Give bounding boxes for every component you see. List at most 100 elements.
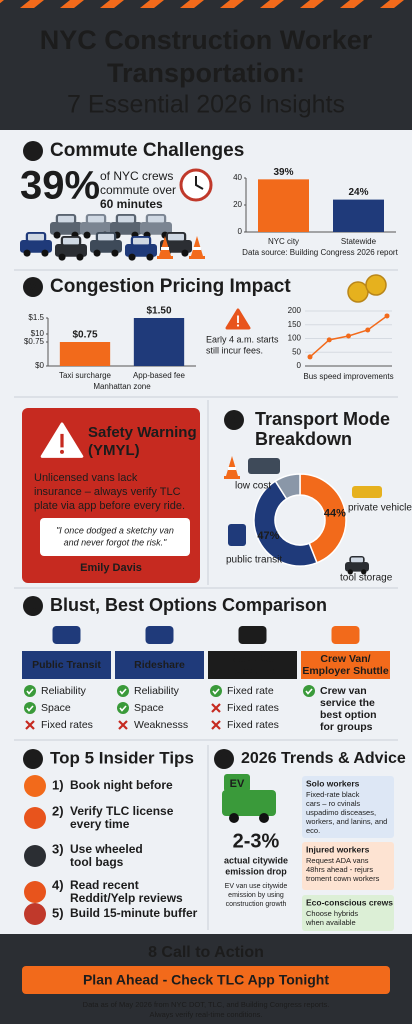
- header-title: Transportation:: [107, 58, 305, 88]
- x-tick-label: NYC city: [268, 237, 299, 246]
- number-label: 4: [231, 413, 238, 427]
- tip-icon: [24, 903, 46, 925]
- value-label: 24%: [348, 187, 368, 198]
- value-label: 39%: [273, 167, 293, 178]
- column-item: Reliability: [134, 685, 180, 697]
- donut-label: private vehicle: [348, 503, 412, 514]
- column-item: Crew van: [320, 685, 367, 697]
- number-badge: [23, 749, 43, 769]
- value-label: 44%: [324, 507, 346, 519]
- car-window: [88, 215, 104, 223]
- tip-number: 5): [52, 905, 64, 920]
- advice-box: [302, 895, 394, 931]
- cross-icon: [211, 703, 221, 713]
- ev-label: EV: [230, 778, 245, 790]
- tip-text: Reddit/Yelp reviews: [70, 891, 183, 905]
- trend-note: construction growth: [226, 901, 287, 908]
- wheel: [23, 249, 31, 257]
- bus-icon: [228, 524, 246, 546]
- cone-base: [224, 476, 240, 479]
- wheel: [128, 253, 136, 261]
- number-label: 7: [221, 752, 228, 766]
- tip-text: Use wheeled: [70, 842, 143, 856]
- donut-segment: [299, 473, 347, 564]
- value-label: $0.75: [72, 330, 97, 341]
- car-body: [140, 222, 172, 235]
- footer-text: Always verify real-time conditions.: [150, 1010, 263, 1019]
- column-item: Fixed rates: [227, 719, 279, 731]
- column-title: Rideshare: [134, 659, 185, 671]
- number-label: 5: [30, 599, 37, 613]
- advice-text: uspadimo disceases,: [306, 808, 376, 817]
- wheel: [83, 231, 91, 239]
- car-body: [125, 244, 157, 257]
- y-tick-label: 150: [288, 320, 302, 329]
- car-body: [110, 222, 142, 235]
- column-item: Fixed rates: [227, 702, 279, 714]
- header-title: NYC Construction Worker: [40, 25, 373, 55]
- car-window: [351, 557, 363, 563]
- cone-stripe: [161, 247, 169, 250]
- card-body: Unlicensed vans lack: [34, 472, 138, 484]
- section-heading: Top 5 Insider Tips: [50, 748, 194, 767]
- warning-bar: [60, 433, 64, 448]
- advice-text: workers, and lanins, and: [305, 817, 387, 826]
- tip-text: Verify TLC license: [70, 804, 174, 818]
- stat-text: commute over: [100, 183, 176, 197]
- cross-icon: [211, 720, 221, 730]
- number-badge: [23, 596, 43, 616]
- tip-text: Build 15-minute buffer: [70, 906, 198, 920]
- y-tick-label: $10: [31, 329, 45, 338]
- number-badge: [224, 410, 244, 430]
- trend-stat-text: actual citywide: [224, 855, 288, 865]
- column-header: [22, 651, 111, 679]
- donut-segment: [274, 473, 301, 500]
- car-body: [55, 244, 87, 257]
- wheel: [146, 253, 154, 261]
- column-header: [115, 651, 204, 679]
- bar: [333, 199, 384, 232]
- car-window: [168, 233, 184, 241]
- number-badge: [23, 141, 43, 161]
- trend-note: emission by using: [228, 892, 284, 899]
- value-label: 47%: [257, 530, 279, 542]
- car-window: [28, 233, 44, 241]
- column-item: best option: [320, 709, 377, 721]
- stat-text: of NYC crews: [100, 169, 173, 183]
- check-icon: [24, 685, 36, 697]
- column-title: Crew Van/: [320, 653, 370, 665]
- advice-text: cars – ro cvinals: [306, 799, 360, 808]
- donut-segment: [253, 480, 318, 567]
- footer-text: Data as of May 2026 from NYC DOT, TLC, a…: [83, 1000, 330, 1009]
- number-badge: [23, 277, 43, 297]
- x-tick-label: Taxi surcharge: [59, 371, 112, 380]
- tip-icon: [24, 845, 46, 867]
- y-tick-label: 200: [288, 306, 302, 315]
- column-item: service the: [320, 697, 375, 709]
- column-item: Space: [41, 702, 71, 714]
- wheel: [229, 813, 239, 823]
- cta-button: [22, 966, 390, 994]
- y-tick-label: 40: [233, 173, 242, 182]
- vehicle-icon: [52, 626, 81, 644]
- column-title: Black Car: [228, 653, 276, 665]
- header-bg: [0, 0, 412, 130]
- line-point: [384, 313, 390, 319]
- line-point: [365, 327, 371, 333]
- cta-heading: 8 Call to Action: [148, 944, 264, 961]
- tip-icon: [24, 881, 46, 903]
- line-point: [346, 333, 351, 339]
- check-mark: [119, 705, 127, 712]
- quote-box: [40, 518, 190, 556]
- tip-number: 3): [52, 841, 64, 856]
- car-window: [63, 237, 79, 245]
- header-subtitle: 7 Essential 2026 Insights: [67, 91, 345, 119]
- column-title: Public Transit: [32, 659, 101, 671]
- y-tick-label: 50: [292, 347, 301, 356]
- card-body: insurance – always verify TLC: [34, 486, 181, 498]
- trend-note: EV van use citywide: [225, 883, 288, 890]
- value-label: $1.50: [146, 306, 171, 317]
- card-title: Safety Warning: [88, 424, 197, 441]
- clock-hands: [195, 176, 204, 190]
- y-tick-label: $0.75: [24, 337, 45, 346]
